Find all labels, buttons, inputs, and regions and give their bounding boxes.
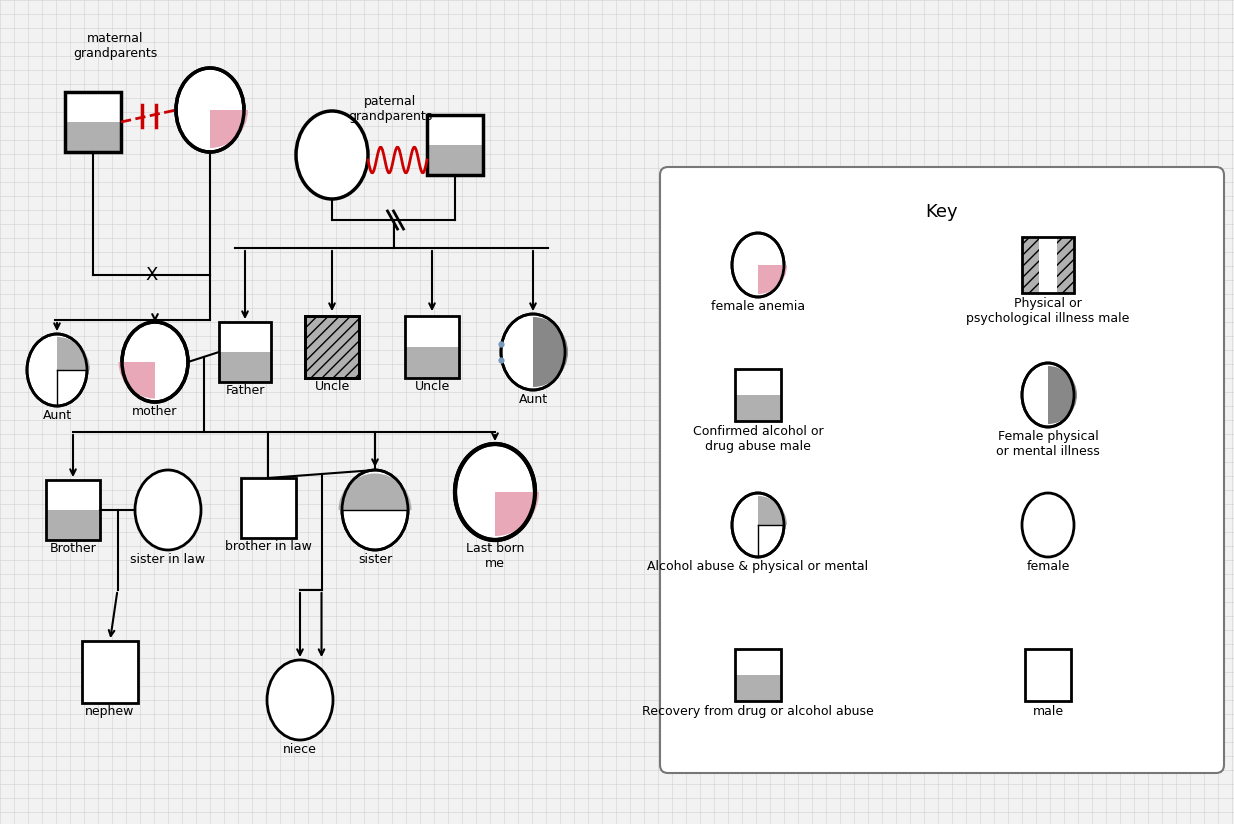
Ellipse shape xyxy=(732,233,784,297)
Bar xyxy=(1022,237,1039,293)
Bar xyxy=(218,322,271,352)
Bar xyxy=(241,478,295,538)
Text: nephew: nephew xyxy=(85,705,135,718)
Text: brother in law: brother in law xyxy=(225,540,311,553)
Bar xyxy=(1022,237,1074,293)
Text: Female physical
or mental illness: Female physical or mental illness xyxy=(996,430,1099,458)
Bar xyxy=(1039,237,1056,293)
Bar xyxy=(65,92,121,152)
Text: niece: niece xyxy=(283,743,317,756)
Bar xyxy=(427,115,482,145)
Text: female anemia: female anemia xyxy=(711,300,805,313)
Bar xyxy=(735,649,781,701)
Bar xyxy=(427,145,482,175)
Text: sister: sister xyxy=(358,553,392,566)
Wedge shape xyxy=(758,265,787,294)
Bar xyxy=(46,480,100,510)
Wedge shape xyxy=(758,496,787,525)
Ellipse shape xyxy=(27,334,88,406)
Bar xyxy=(65,122,121,152)
Bar xyxy=(735,649,781,675)
Bar xyxy=(305,316,359,378)
Wedge shape xyxy=(533,317,568,387)
Bar xyxy=(405,316,459,378)
FancyBboxPatch shape xyxy=(660,167,1224,773)
Text: Uncle: Uncle xyxy=(415,380,449,393)
Ellipse shape xyxy=(296,111,368,199)
Text: sister in law: sister in law xyxy=(131,553,206,566)
Text: mother: mother xyxy=(132,405,178,418)
Ellipse shape xyxy=(122,322,188,402)
Text: Alcohol abuse & physical or mental: Alcohol abuse & physical or mental xyxy=(648,560,869,573)
Bar xyxy=(65,92,121,122)
Wedge shape xyxy=(118,362,155,399)
Bar xyxy=(218,322,271,382)
Text: Recovery from drug or alcohol abuse: Recovery from drug or alcohol abuse xyxy=(642,705,874,718)
Ellipse shape xyxy=(267,660,333,740)
Text: Confirmed alcohol or
drug abuse male: Confirmed alcohol or drug abuse male xyxy=(692,425,823,453)
Ellipse shape xyxy=(501,314,565,390)
Text: Father: Father xyxy=(226,384,264,397)
Text: Aunt: Aunt xyxy=(42,409,72,422)
Bar xyxy=(405,316,459,347)
Text: Physical or
psychological illness male: Physical or psychological illness male xyxy=(966,297,1129,325)
Bar xyxy=(735,675,781,701)
Wedge shape xyxy=(57,337,90,370)
Text: Aunt: Aunt xyxy=(518,393,548,406)
Bar xyxy=(305,316,359,378)
Text: Key: Key xyxy=(926,203,959,221)
Bar xyxy=(81,641,138,703)
Bar xyxy=(1025,649,1071,701)
Ellipse shape xyxy=(1022,363,1074,427)
Bar xyxy=(405,347,459,378)
Text: Last born
me: Last born me xyxy=(465,542,524,570)
Text: Brother: Brother xyxy=(49,542,96,555)
Wedge shape xyxy=(1048,366,1077,424)
Wedge shape xyxy=(210,110,248,148)
Bar xyxy=(735,395,781,421)
Bar xyxy=(46,510,100,540)
Ellipse shape xyxy=(342,470,408,550)
Ellipse shape xyxy=(176,68,244,152)
Text: paternal
grandparents: paternal grandparents xyxy=(348,95,432,123)
Text: maternal
grandparents: maternal grandparents xyxy=(73,32,157,60)
Text: female: female xyxy=(1027,560,1070,573)
Ellipse shape xyxy=(135,470,201,550)
Text: X: X xyxy=(146,266,158,284)
Bar xyxy=(1056,237,1074,293)
Bar xyxy=(218,352,271,382)
Bar xyxy=(735,369,781,395)
Ellipse shape xyxy=(732,493,784,557)
Ellipse shape xyxy=(1022,493,1074,557)
Bar xyxy=(46,480,100,540)
Bar xyxy=(427,115,482,175)
Text: Uncle: Uncle xyxy=(315,380,349,393)
Bar xyxy=(735,369,781,421)
Text: male: male xyxy=(1033,705,1064,718)
Ellipse shape xyxy=(455,444,536,540)
Wedge shape xyxy=(338,474,411,510)
Wedge shape xyxy=(495,492,539,536)
